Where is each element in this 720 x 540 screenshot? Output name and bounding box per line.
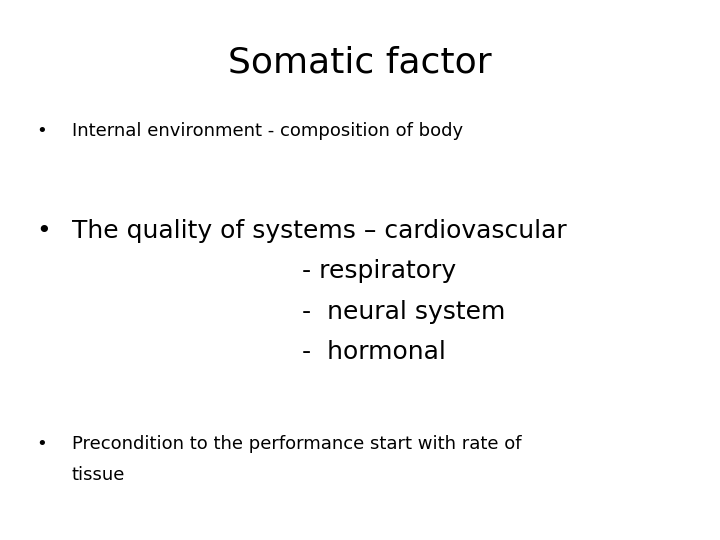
Text: Precondition to the performance start with rate of: Precondition to the performance start wi… xyxy=(72,435,521,453)
Text: •: • xyxy=(36,435,47,453)
Text: -  hormonal: - hormonal xyxy=(302,340,446,364)
Text: - respiratory: - respiratory xyxy=(302,259,456,283)
Text: -  neural system: - neural system xyxy=(302,300,505,323)
Text: Internal environment - composition of body: Internal environment - composition of bo… xyxy=(72,122,463,139)
Text: •: • xyxy=(36,219,50,242)
Text: tissue: tissue xyxy=(72,466,125,484)
Text: •: • xyxy=(36,122,47,139)
Text: The quality of systems – cardiovascular: The quality of systems – cardiovascular xyxy=(72,219,567,242)
Text: Somatic factor: Somatic factor xyxy=(228,46,492,80)
